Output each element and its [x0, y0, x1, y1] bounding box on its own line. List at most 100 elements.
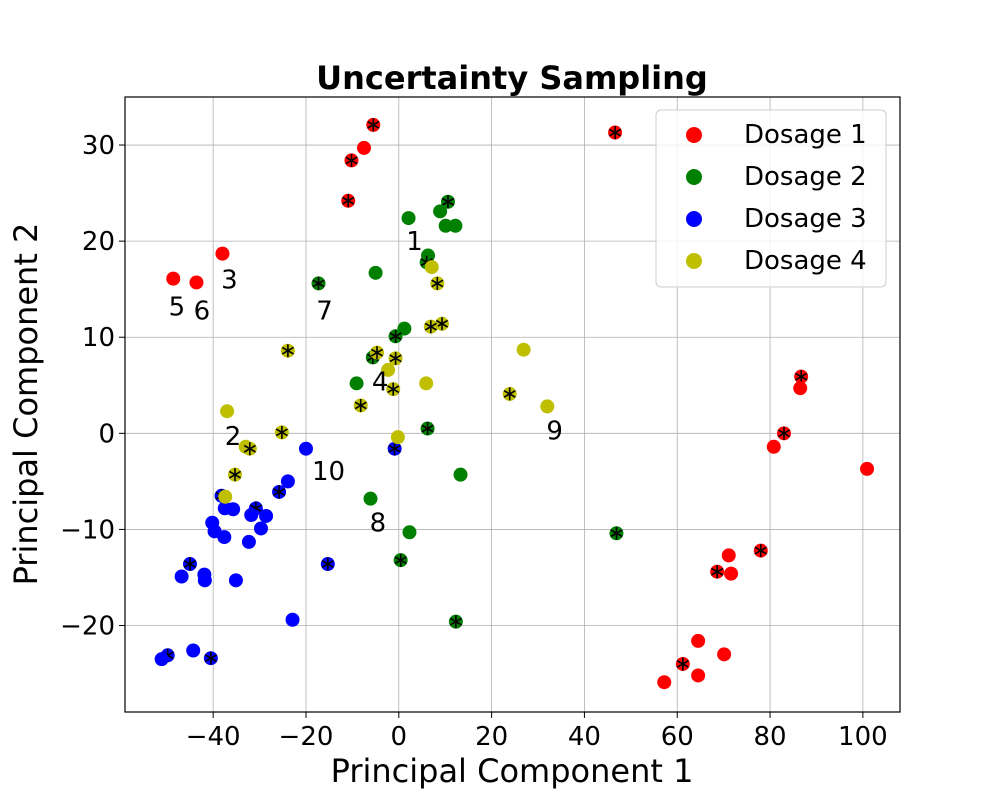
sampled-marker — [273, 485, 286, 499]
sampled-marker — [754, 544, 767, 558]
x-tick-label: 40 — [568, 722, 601, 752]
x-tick-label: 60 — [661, 722, 694, 752]
data-point — [433, 204, 448, 219]
x-tick-label: −20 — [279, 722, 334, 752]
sampled-marker — [676, 657, 689, 671]
data-point — [186, 643, 201, 658]
x-tick-label: 100 — [838, 722, 888, 752]
data-point — [540, 399, 555, 414]
sampled-marker — [388, 442, 401, 456]
point-annotations: 1 2 3 4 5 6 7 8 9 10 — [169, 227, 563, 539]
sampled-marker — [389, 329, 402, 343]
annotation-label: 2 — [225, 422, 242, 452]
data-point — [189, 275, 204, 290]
data-point — [766, 439, 781, 454]
y-tick-label: −20 — [60, 612, 115, 642]
x-axis-label: Principal Component 1 — [331, 752, 694, 790]
sampled-marker — [367, 118, 380, 132]
data-point — [448, 218, 463, 233]
data-point — [217, 530, 232, 545]
annotation-label: 7 — [316, 296, 333, 326]
sampled-marker — [441, 195, 455, 209]
x-tick-label: 20 — [475, 722, 508, 752]
sampled-marker — [183, 557, 196, 571]
sampled-marker — [228, 468, 242, 482]
data-point — [516, 342, 531, 357]
data-point — [220, 404, 235, 419]
y-tick-label: 0 — [98, 419, 115, 449]
sampled-marker — [275, 425, 288, 439]
sampled-marker — [795, 370, 808, 384]
sampled-marker — [321, 557, 334, 571]
sampled-marker — [777, 426, 791, 440]
legend-marker — [686, 127, 702, 143]
sampled-marker — [342, 194, 355, 208]
data-point — [381, 362, 396, 377]
data-point — [721, 548, 736, 563]
sampled-marker — [394, 553, 407, 567]
legend-marker — [686, 169, 702, 185]
annotation-label: 9 — [546, 416, 563, 446]
data-point — [285, 612, 300, 627]
y-tick-label: 10 — [82, 323, 115, 353]
x-axis: −40 −20 0 20 40 60 80 100 — [186, 712, 888, 752]
sampled-marker — [421, 422, 434, 435]
sampled-marker — [449, 615, 462, 629]
y-tick-label: 30 — [82, 131, 115, 161]
legend-label: Dosage 2 — [744, 162, 867, 192]
data-point — [691, 668, 706, 683]
annotation-label: 6 — [194, 296, 211, 326]
y-tick-label: 20 — [82, 227, 115, 257]
sampled-marker — [435, 317, 448, 331]
sampled-marker — [281, 344, 294, 358]
data-point — [218, 489, 233, 504]
annotation-label: 4 — [372, 367, 389, 397]
series-dosage-1 — [166, 117, 875, 690]
data-point — [154, 652, 169, 667]
annotation-label: 8 — [370, 509, 387, 539]
x-tick-label: −40 — [186, 722, 241, 752]
legend-label: Dosage 4 — [744, 246, 867, 276]
data-point — [438, 218, 453, 233]
data-point — [253, 521, 268, 536]
sampled-marker — [345, 153, 358, 167]
sampled-marker — [387, 382, 400, 396]
data-point — [793, 381, 808, 396]
data-point — [197, 573, 212, 588]
data-point — [241, 534, 256, 549]
sampled-marker — [389, 351, 402, 365]
sampled-marker — [610, 526, 623, 540]
sampled-marker — [354, 399, 367, 412]
sampled-marker — [711, 565, 724, 579]
data-point — [657, 675, 672, 690]
data-point — [390, 430, 405, 445]
data-point — [166, 271, 181, 286]
data-point — [724, 566, 739, 581]
data-point — [215, 246, 230, 261]
sampled-marker — [503, 387, 516, 401]
y-axis-label: Principal Component 2 — [7, 223, 45, 586]
series-dosage-4 — [218, 260, 555, 504]
data-point — [424, 260, 439, 275]
x-tick-label: 0 — [391, 722, 408, 752]
data-point — [280, 474, 295, 489]
data-point — [174, 569, 189, 584]
data-point — [228, 573, 243, 588]
legend-marker — [686, 253, 702, 269]
y-tick-label: −10 — [60, 515, 115, 545]
sampled-marker — [243, 442, 256, 456]
data-point — [402, 525, 417, 540]
legend-box — [655, 109, 887, 288]
plot-frame — [124, 96, 901, 713]
legend-label: Dosage 3 — [744, 204, 867, 234]
data-point — [860, 461, 875, 476]
data-point — [453, 467, 468, 482]
sampled-marker — [204, 651, 217, 665]
data-point — [298, 441, 313, 456]
data-point — [349, 376, 364, 391]
sampled-marker — [424, 320, 437, 334]
data-point — [363, 491, 378, 506]
data-point — [368, 265, 383, 280]
annotation-label: 1 — [406, 227, 423, 257]
